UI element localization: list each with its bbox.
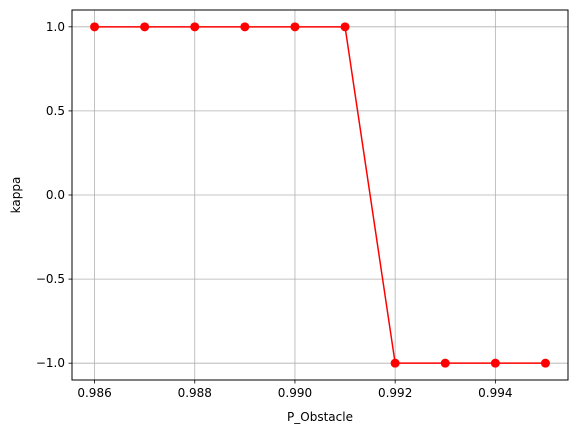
y-tick-label: 1.0	[46, 20, 65, 34]
data-point	[390, 358, 400, 368]
x-tick-label: 0.990	[278, 386, 312, 400]
data-point	[190, 22, 200, 32]
x-tick-label: 0.988	[178, 386, 212, 400]
y-tick-label: 0.0	[46, 188, 65, 202]
x-tick-label: 0.992	[378, 386, 412, 400]
data-point	[340, 22, 350, 32]
data-point	[440, 358, 450, 368]
x-axis-label: P_Obstacle	[287, 410, 353, 424]
series-line	[94, 26, 546, 364]
y-axis-ticks: 1.0 0.5 0.0 −0.5 −1.0	[36, 20, 72, 370]
plot-frame	[71, 9, 569, 381]
x-tick-label: 0.994	[478, 386, 512, 400]
data-point	[240, 22, 250, 32]
y-axis-label: kappa	[9, 177, 23, 214]
data-point	[90, 22, 100, 32]
data-point	[290, 22, 300, 32]
series-layer	[90, 22, 550, 368]
data-point	[490, 358, 500, 368]
x-tick-label: 0.986	[77, 386, 111, 400]
data-point	[540, 358, 550, 368]
grid	[72, 10, 568, 380]
x-axis-ticks: 0.986 0.988 0.990 0.992 0.994	[77, 380, 513, 400]
y-tick-label: 0.5	[46, 104, 65, 118]
data-point	[140, 22, 150, 32]
y-tick-label: −1.0	[36, 356, 65, 370]
y-tick-label: −0.5	[36, 272, 65, 286]
